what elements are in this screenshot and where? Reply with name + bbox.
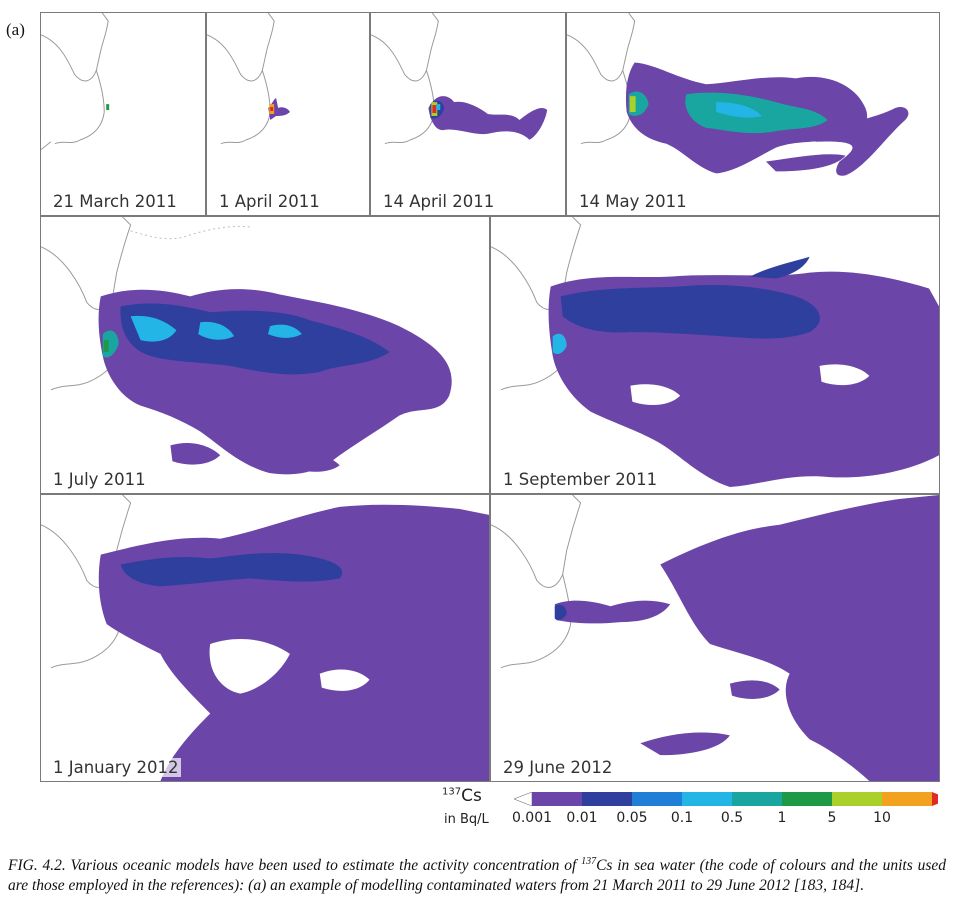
colorbar-tick-label: 0.1 [670,810,694,826]
figure: 21 March 2011 1 April 2011 14 April 2011 [40,12,940,827]
colorbar-segment [732,792,782,806]
colorbar-min-arrow [514,792,533,806]
map-panel-3: 14 April 2011 [370,12,566,216]
legend-title: 137Cs [442,786,482,806]
coastline-map [491,495,939,781]
colorbar-tick-label: 1 [777,810,787,826]
coastline-map [41,13,110,151]
colorbar-tick-label: 0.5 [720,810,744,826]
panel-date: 21 March 2011 [51,192,179,211]
coastline-map [567,13,909,176]
panel-date: 1 September 2011 [501,470,660,489]
colorbar-segment [582,792,632,806]
colorbar-tick-label: 0.05 [616,810,648,826]
map-panel-2: 1 April 2011 [206,12,370,216]
panel-date: 14 May 2011 [577,192,689,211]
map-panel-4: 14 May 2011 [566,12,940,216]
map-panel-6: 1 September 2011 [490,216,940,494]
colorbar-segment [882,792,932,806]
map-panel-7: 1 January 2012 [40,494,490,782]
figure-caption: FIG. 4.2. Various oceanic models have be… [8,856,946,895]
coastline-map [207,13,290,145]
map-panel-5: 1 July 2011 [40,216,490,494]
map-panel-1: 21 March 2011 [40,12,206,216]
colorbar-segment [682,792,732,806]
colorbar-segment [782,792,832,806]
colorbar-tick-label: 5 [827,810,837,826]
panel-label: (a) [6,20,25,39]
colorbar-tick-label: 10 [873,810,891,826]
panel-date: 1 July 2011 [51,470,148,489]
colorbar [514,792,938,806]
colorbar-max-arrow [932,792,938,806]
panel-date: 29 June 2012 [501,758,615,777]
colorbar-segment [532,792,582,806]
colorbar-segment [832,792,882,806]
legend-unit: in Bq/L [444,812,489,827]
coastline-map [491,217,939,488]
colorbar-tick-label: 0.01 [566,810,598,826]
colorbar-segment [632,792,682,806]
colorbar-tick-label: 0.001 [511,810,553,826]
coastline-map [371,13,548,145]
panel-date: 1 April 2011 [217,192,322,211]
map-panel-8: 29 June 2012 [490,494,940,782]
coastline-map [41,495,489,781]
panel-date: 14 April 2011 [381,192,497,211]
panel-date: 1 January 2012 [51,758,181,777]
coastline-map [41,217,452,475]
